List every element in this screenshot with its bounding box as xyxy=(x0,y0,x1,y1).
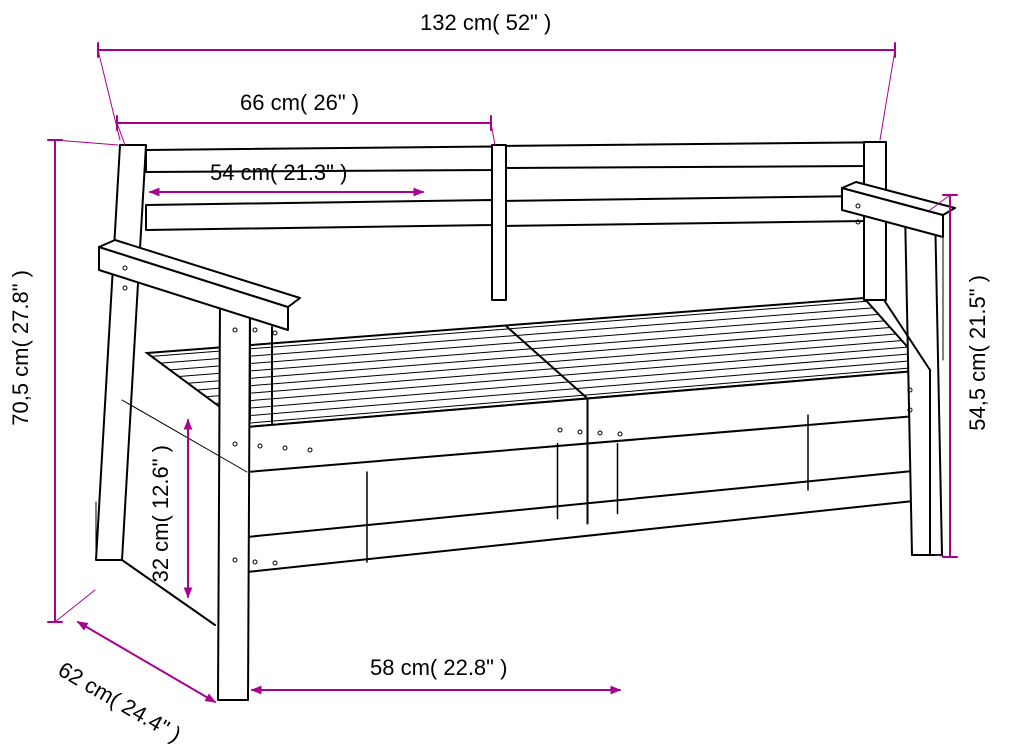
dim-total-width: 132 cm( 52" ) xyxy=(420,10,551,36)
dim-arm-height: 54,5 cm( 21.5" ) xyxy=(965,275,991,431)
dim-back-opening: 54 cm( 21.3" ) xyxy=(210,160,347,186)
dim-seat-width: 58 cm( 22.8" ) xyxy=(370,655,507,681)
diagram-canvas xyxy=(0,0,1013,737)
dim-seat-height: 32 cm( 12.6" ) xyxy=(148,445,174,582)
dim-total-height: 70,5 cm( 27.8" ) xyxy=(8,270,34,426)
dim-half-width: 66 cm( 26" ) xyxy=(240,90,359,116)
